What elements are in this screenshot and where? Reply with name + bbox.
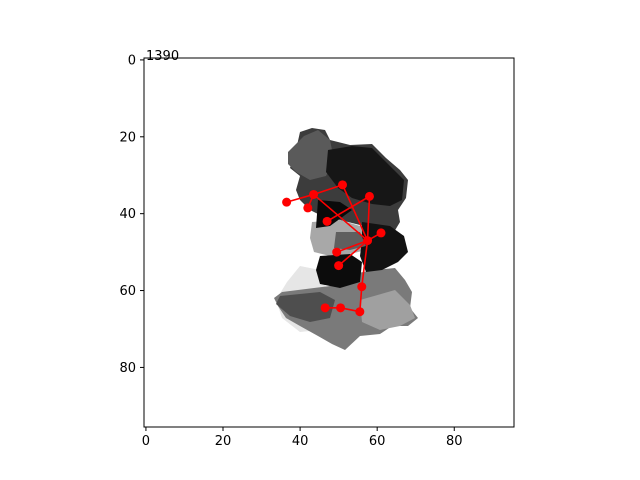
depth-map-image bbox=[274, 128, 418, 350]
skeleton-bone bbox=[341, 184, 369, 241]
keypoint-skeleton bbox=[286, 184, 382, 313]
keypoint-marker bbox=[320, 303, 330, 313]
keypoint-marker bbox=[282, 197, 292, 207]
skeleton-bone bbox=[338, 239, 369, 267]
keypoint-marker bbox=[336, 303, 346, 313]
skeleton-bone bbox=[326, 195, 370, 223]
plot-frame bbox=[143, 57, 515, 428]
skeleton-bone bbox=[360, 240, 369, 287]
y-axis-ticks: 0 20 40 60 80 bbox=[119, 53, 144, 376]
depth-fingers-mid bbox=[360, 222, 408, 272]
depth-wrist-dark bbox=[276, 292, 335, 322]
keypoint-marker bbox=[309, 189, 319, 199]
depth-knuckles-left bbox=[288, 130, 334, 180]
x-axis-ticks: 0 20 40 60 80 bbox=[142, 427, 463, 449]
skeleton-bone bbox=[336, 239, 368, 253]
keypoint-marker bbox=[355, 307, 365, 317]
y-tick-label: 40 bbox=[119, 207, 136, 222]
keypoint-marker bbox=[303, 203, 313, 213]
keypoint-marker bbox=[363, 236, 373, 246]
keypoint-marker bbox=[334, 261, 344, 271]
frame-number-label: 1390 bbox=[146, 49, 179, 64]
x-tick-label: 0 bbox=[142, 434, 150, 449]
x-tick-label: 20 bbox=[215, 434, 232, 449]
y-tick-label: 60 bbox=[119, 284, 136, 299]
keypoint-marker bbox=[357, 282, 367, 292]
keypoint-marker bbox=[364, 191, 374, 201]
skeleton-bone bbox=[366, 196, 371, 241]
depth-fingers-grey bbox=[334, 232, 366, 250]
depth-palm-light bbox=[360, 290, 415, 330]
x-tick-label: 40 bbox=[292, 434, 309, 449]
skeleton-bone bbox=[313, 193, 369, 242]
x-tick-label: 60 bbox=[369, 434, 386, 449]
y-tick-label: 20 bbox=[119, 130, 136, 145]
skeleton-bone bbox=[313, 184, 343, 196]
keypoint-marker bbox=[337, 180, 347, 190]
y-tick-label: 0 bbox=[128, 53, 136, 68]
depth-fingers-lower bbox=[316, 254, 362, 288]
keypoint-markers bbox=[282, 180, 386, 317]
y-tick-label: 80 bbox=[119, 361, 136, 376]
keypoint-marker bbox=[332, 247, 342, 257]
keypoint-marker bbox=[376, 228, 386, 238]
x-tick-label: 80 bbox=[446, 434, 463, 449]
skeleton-bone bbox=[286, 193, 314, 203]
keypoint-marker bbox=[322, 216, 332, 226]
